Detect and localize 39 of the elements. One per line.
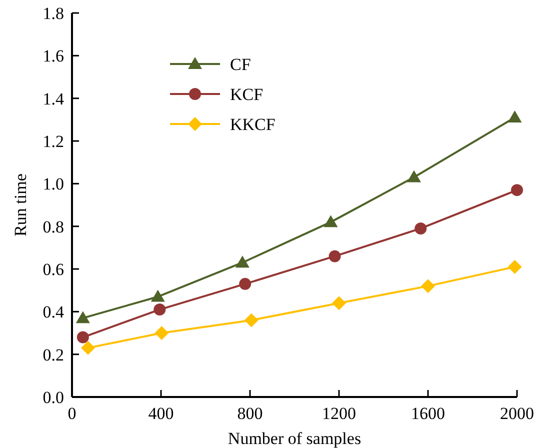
- point: [244, 313, 258, 328]
- point: [414, 222, 427, 234]
- point: [81, 340, 96, 355]
- point: [332, 296, 346, 310]
- y-tick-label: 1.2: [42, 132, 64, 151]
- y-tick-label: 0.6: [42, 260, 64, 279]
- point: [421, 279, 435, 294]
- point: [235, 256, 250, 268]
- point: [239, 278, 252, 290]
- point: [150, 290, 165, 302]
- x-tick-label: 1200: [322, 404, 356, 423]
- x-tick-label: 400: [148, 404, 174, 423]
- point: [328, 250, 341, 262]
- y-axis-title: Run time: [11, 174, 30, 236]
- x-axis-title: Number of samples: [228, 429, 362, 448]
- point: [508, 110, 522, 123]
- y-tick-label: 0.4: [42, 302, 64, 322]
- y-tick-label: 0.0: [42, 388, 64, 407]
- point: [511, 184, 523, 196]
- legend-label: KCF: [230, 84, 264, 104]
- y-tick-label: 1.4: [42, 89, 64, 108]
- x-tick-label: 800: [237, 404, 263, 423]
- point: [154, 326, 169, 340]
- x-tick-label: 1600: [411, 404, 445, 423]
- y-tick-label: 1.6: [42, 46, 64, 66]
- point: [324, 215, 338, 228]
- point: [406, 170, 421, 182]
- point: [154, 304, 166, 316]
- x-tick-label: 2000: [500, 404, 534, 423]
- legend-label: KKCF: [230, 114, 276, 134]
- point: [76, 331, 89, 344]
- y-tick-label: 0.2: [42, 345, 64, 364]
- point: [76, 311, 90, 324]
- point: [508, 260, 522, 274]
- legend-label: CF: [230, 54, 251, 74]
- y-tick-label: 0.8: [42, 217, 64, 236]
- x-tick-label: 0: [68, 404, 76, 423]
- y-tick-label: 1.8: [42, 4, 64, 23]
- y-tick-label: 1.0: [42, 174, 64, 194]
